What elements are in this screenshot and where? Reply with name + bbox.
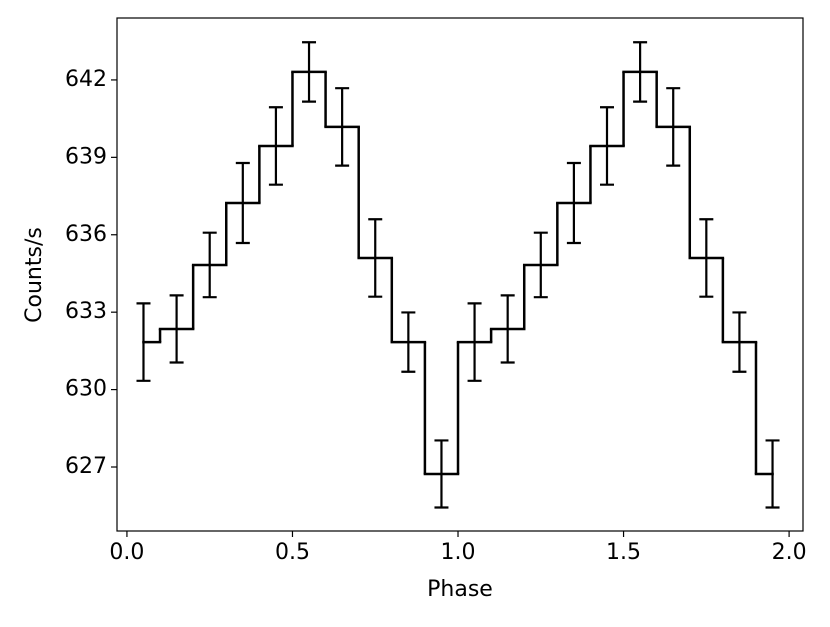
x-tick-label: 2.0: [772, 540, 807, 565]
x-tick-label: 1.0: [441, 540, 476, 565]
error-bar: [136, 302, 151, 382]
x-tick-label: 0.5: [275, 540, 310, 565]
error-bar: [467, 302, 482, 382]
plot-frame: [116, 17, 804, 532]
y-tick-label: 639: [65, 144, 107, 169]
error-bar: [434, 439, 449, 509]
y-tick-label: 627: [65, 454, 107, 479]
error-bar: [169, 294, 184, 364]
error-bar: [765, 439, 780, 509]
error-bar: [566, 161, 581, 245]
y-tick-label: 642: [65, 67, 107, 92]
error-bar: [533, 231, 548, 299]
y-tick-label: 633: [65, 299, 107, 324]
y-axis-label: Counts/s: [22, 227, 47, 323]
x-tick-label: 0.0: [109, 540, 144, 565]
error-bar: [699, 218, 714, 298]
error-bar: [335, 87, 350, 167]
error-bar: [235, 161, 250, 245]
error-bar: [401, 311, 416, 373]
error-bar: [666, 87, 681, 167]
error-bar: [732, 311, 747, 373]
y-tick-label: 630: [65, 377, 107, 402]
error-bar: [633, 41, 648, 103]
y-tick-label: 636: [65, 222, 107, 247]
x-tick-label: 1.5: [606, 540, 641, 565]
x-axis-label: Phase: [427, 577, 493, 602]
error-bar: [268, 106, 283, 186]
error-bar: [302, 41, 317, 103]
error-bar: [500, 294, 515, 364]
error-bar: [202, 231, 217, 299]
error-bar: [368, 218, 383, 298]
error-bar: [600, 106, 614, 186]
